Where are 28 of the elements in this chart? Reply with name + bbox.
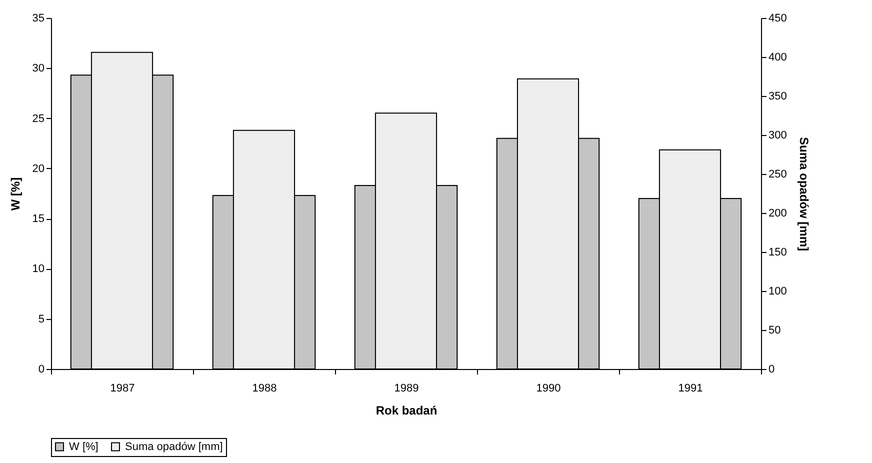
- x-axis-title: Rok badań: [376, 404, 438, 418]
- x-tick-label: 1990: [536, 382, 561, 394]
- y2-tick-label: 0: [768, 364, 775, 376]
- y2-tick-label: 450: [768, 12, 787, 24]
- y2-tick-label: 400: [768, 52, 787, 64]
- y2-tick-label: 150: [768, 246, 787, 258]
- y2-tick-label: 350: [768, 90, 787, 102]
- y-tick-label: 5: [38, 313, 44, 326]
- x-tick-label: 1987: [110, 382, 135, 394]
- y2-tick-label: 100: [768, 286, 787, 298]
- y2-tick-label: 250: [768, 168, 787, 180]
- x-tick-label: 1991: [678, 382, 703, 394]
- y2-axis-title: Suma opadów [mm]: [796, 136, 811, 252]
- y-tick-label: 15: [32, 213, 44, 226]
- x-tick-label: 1989: [394, 382, 419, 394]
- y-tick-label: 30: [32, 62, 44, 75]
- y2-tick-label: 200: [768, 208, 787, 220]
- legend-label: W [%]: [69, 440, 98, 453]
- y-tick-label: 35: [32, 12, 44, 24]
- y-tick-label: 0: [38, 364, 44, 376]
- y-tick-label: 20: [32, 162, 44, 175]
- y2-tick-label: 300: [768, 130, 787, 142]
- y2-tick-label: 50: [768, 324, 781, 336]
- y-tick-label: 25: [32, 112, 44, 125]
- y-tick-label: 10: [32, 263, 44, 276]
- legend-label: Suma opadów [mm]: [125, 440, 223, 453]
- x-tick-label: 1988: [252, 382, 277, 394]
- y-axis-title: W [%]: [8, 177, 22, 211]
